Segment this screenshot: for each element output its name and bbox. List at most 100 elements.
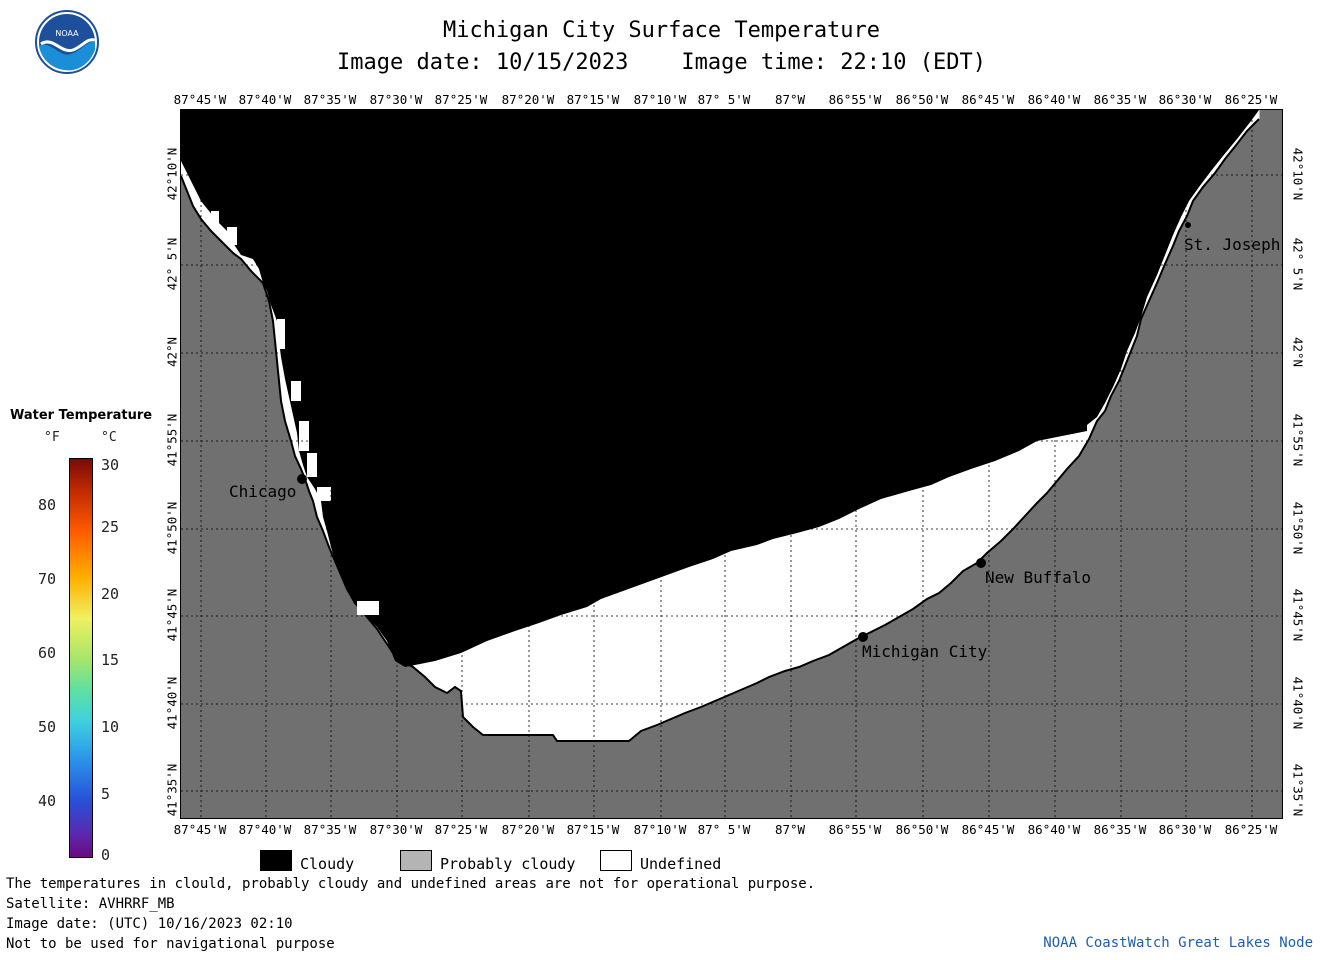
city-label-chicago: Chicago	[229, 482, 297, 501]
longitude-label: 86°40'W	[1027, 92, 1081, 107]
undefined-patch	[307, 453, 317, 477]
noaa-logo: NOAA	[35, 10, 99, 74]
longitude-label: 86°50'W	[895, 92, 949, 107]
key-label-probably-cloudy: Probably cloudy	[440, 855, 576, 873]
legend-unit-f: °F	[44, 430, 60, 445]
undefined-patch	[357, 601, 379, 615]
longitude-label: 87°45'W	[173, 92, 227, 107]
longitude-label: 87°35'W	[303, 92, 357, 107]
longitude-label: 86°40'W	[1027, 822, 1081, 837]
cloudy-area	[181, 110, 1259, 667]
undefined-patch	[277, 319, 285, 349]
latitude-label: 42°10'N	[1290, 147, 1306, 201]
city-label-st-joseph: St. Joseph	[1184, 235, 1281, 254]
surface-temperature-map	[181, 110, 1282, 818]
city-marker-st-joseph	[1185, 222, 1191, 228]
key-label-cloudy: Cloudy	[300, 855, 355, 873]
celsius-tick: 20	[101, 585, 120, 603]
undefined-patch	[291, 381, 301, 401]
latitude-label: 41°45'N	[1290, 588, 1306, 642]
longitude-label: 87°30'W	[369, 92, 423, 107]
city-marker-new-buffalo	[976, 558, 986, 568]
longitude-label: 87° 5'W	[697, 822, 751, 837]
undefined-patch	[227, 227, 237, 245]
longitude-label: 87°10'W	[633, 92, 687, 107]
longitude-label: 86°35'W	[1093, 92, 1147, 107]
footer-credit-link[interactable]: NOAA CoastWatch Great Lakes Node	[1043, 935, 1313, 951]
latitude-label: 41°55'N	[1290, 413, 1306, 467]
latitude-label: 41°35'N	[1290, 763, 1306, 817]
longitude-label: 86°25'W	[1224, 92, 1278, 107]
latitude-label: 41°50'N	[1290, 501, 1306, 555]
fahrenheit-tick: 60	[38, 644, 57, 662]
image-date-line: Image date: 10/15/2023 Image time: 22:10…	[336, 50, 986, 75]
key-swatch-cloudy	[260, 850, 292, 871]
longitude-label: 87°30'W	[369, 822, 423, 837]
note-satellite: Satellite: AVHRRF_MB	[6, 896, 175, 912]
longitude-label: 86°25'W	[1224, 822, 1278, 837]
celsius-tick: 0	[101, 846, 111, 864]
longitude-label: 87°15'W	[566, 822, 620, 837]
latitude-label: 42°10'N	[164, 147, 180, 201]
fahrenheit-tick: 70	[38, 570, 57, 588]
longitude-label: 86°30'W	[1158, 92, 1212, 107]
latitude-label: 41°55'N	[164, 413, 180, 467]
temperature-colorbar	[69, 458, 93, 858]
fahrenheit-tick: 80	[38, 496, 57, 514]
key-swatch-undefined	[600, 850, 632, 871]
undefined-patch	[299, 421, 309, 451]
note-operational: The temperatures in clould, probably clo…	[6, 876, 816, 892]
latitude-label: 41°45'N	[164, 588, 180, 642]
longitude-label: 87°W	[774, 92, 806, 107]
note-image-date-utc: Image date: (UTC) 10/16/2023 02:10	[6, 916, 293, 932]
latitude-label: 41°40'N	[1290, 676, 1306, 730]
latitude-label: 42° 5'N	[164, 237, 180, 291]
latitude-label: 41°40'N	[164, 676, 180, 730]
celsius-tick: 15	[101, 651, 120, 669]
longitude-label: 87°40'W	[238, 92, 292, 107]
longitude-label: 87°15'W	[566, 92, 620, 107]
longitude-label: 87°10'W	[633, 822, 687, 837]
longitude-label: 86°50'W	[895, 822, 949, 837]
latitude-label: 41°35'N	[164, 763, 180, 817]
longitude-label: 86°45'W	[961, 822, 1015, 837]
longitude-label: 86°30'W	[1158, 822, 1212, 837]
key-swatch-probably-cloudy	[400, 850, 432, 871]
longitude-label: 87°20'W	[501, 822, 555, 837]
logo-text: NOAA	[55, 29, 79, 38]
celsius-tick: 25	[101, 518, 120, 536]
longitude-label: 87° 5'W	[697, 92, 751, 107]
longitude-label: 86°45'W	[961, 92, 1015, 107]
city-label-michigan-city: Michigan City	[862, 642, 988, 661]
undefined-patch	[317, 487, 331, 501]
longitude-label: 87°35'W	[303, 822, 357, 837]
latitude-label: 41°50'N	[164, 501, 180, 555]
key-label-undefined: Undefined	[640, 855, 722, 873]
legend-title: Water Temperature	[10, 408, 153, 423]
celsius-tick: 30	[101, 456, 120, 474]
longitude-label: 86°55'W	[828, 822, 882, 837]
fahrenheit-tick: 50	[38, 718, 57, 736]
longitude-label: 86°55'W	[828, 92, 882, 107]
latitude-label: 42°N	[164, 336, 180, 368]
longitude-label: 87°40'W	[238, 822, 292, 837]
longitude-label: 87°20'W	[501, 92, 555, 107]
noaa-logo-icon: NOAA	[35, 10, 99, 74]
city-marker-chicago	[297, 474, 307, 484]
longitude-label: 87°25'W	[434, 92, 488, 107]
note-navigation: Not to be used for navigational purpose	[6, 936, 335, 952]
longitude-label: 86°35'W	[1093, 822, 1147, 837]
map-frame	[180, 109, 1283, 819]
city-marker-michigan-city	[858, 632, 868, 642]
latitude-label: 42° 5'N	[1290, 237, 1306, 291]
latitude-label: 42°N	[1290, 336, 1306, 368]
undefined-patch	[211, 211, 219, 225]
graticule	[181, 110, 1282, 818]
city-label-new-buffalo: New Buffalo	[985, 568, 1091, 587]
longitude-label: 87°25'W	[434, 822, 488, 837]
legend-unit-c: °C	[101, 430, 117, 445]
fahrenheit-tick: 40	[38, 792, 57, 810]
longitude-label: 87°W	[774, 822, 806, 837]
page-title: Michigan City Surface Temperature	[442, 18, 881, 43]
celsius-tick: 10	[101, 718, 120, 736]
